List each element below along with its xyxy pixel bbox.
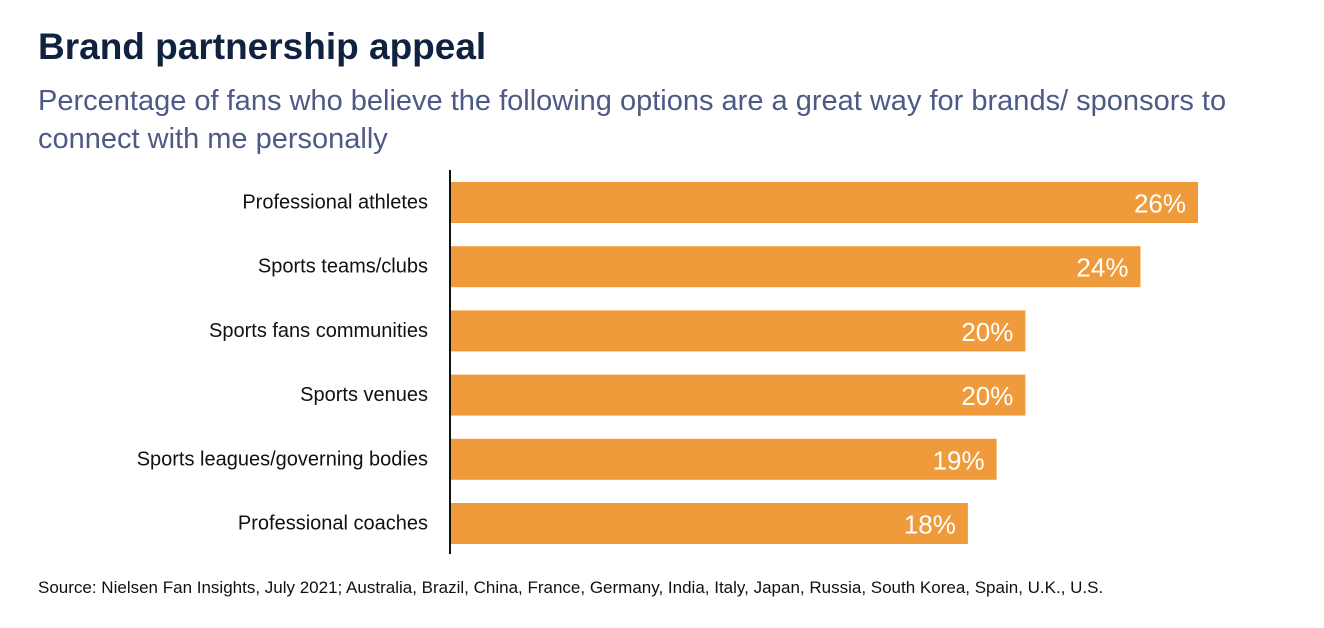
category-label: Sports fans communities [209,320,428,342]
data-label: 19% [933,445,985,475]
bar [450,503,968,544]
category-label: Professional coaches [238,513,428,535]
data-label: 24% [1076,253,1128,283]
category-label: Professional athletes [242,192,428,214]
category-label: Sports venues [300,384,428,406]
category-label: Sports teams/clubs [258,256,428,278]
source-note: Source: Nielsen Fan Insights, July 2021;… [38,578,1104,597]
data-label: 18% [904,510,956,540]
chart-subtitle: Percentage of fans who believe the follo… [38,85,1227,155]
chart-title: Brand partnership appeal [38,26,487,67]
data-label: 20% [961,317,1013,347]
data-label: 26% [1134,189,1186,219]
bar [450,310,1026,352]
data-label: 20% [961,381,1013,411]
bar [450,374,1026,416]
category-label: Sports leagues/governing bodies [137,448,428,470]
bar [450,246,1141,288]
bar [450,182,1199,223]
bar [450,438,997,480]
